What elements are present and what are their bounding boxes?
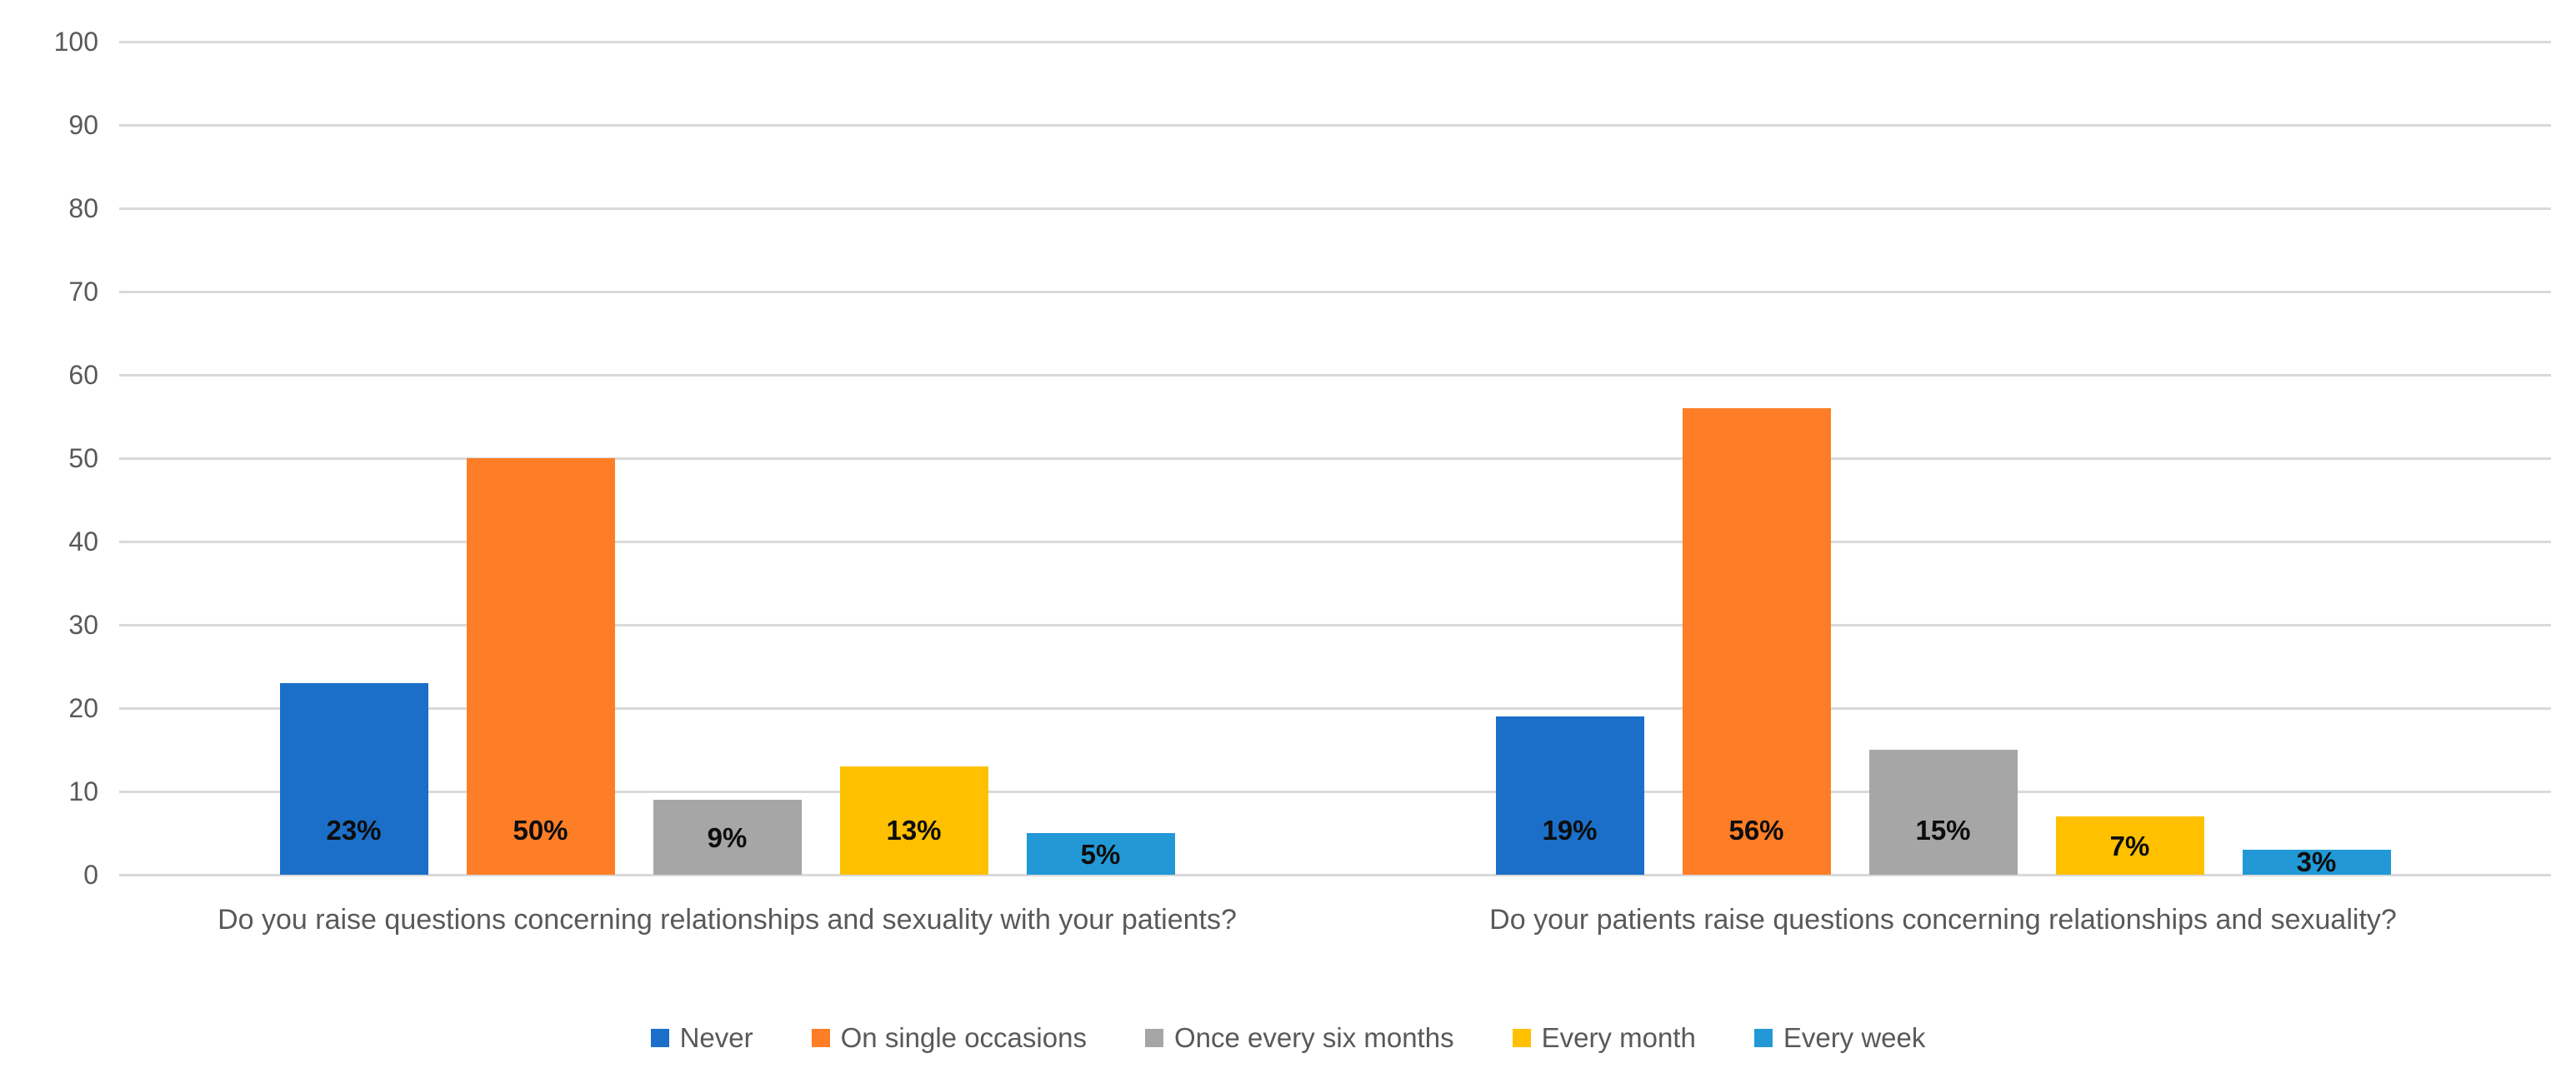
bar: 13%	[839, 766, 988, 875]
y-axis-tick-label: 90	[68, 110, 98, 140]
legend-item: Every month	[1512, 1022, 1696, 1053]
gridline	[119, 623, 2551, 626]
bar-value-label: 9%	[707, 822, 748, 853]
bar-group: 23% 50% 9% 13% 5%	[279, 42, 1175, 875]
bar-value-label: 13%	[886, 815, 942, 846]
legend-label: On single occasions	[840, 1022, 1087, 1053]
bar-value-label: 15%	[1915, 815, 1971, 846]
gridline	[119, 40, 2551, 43]
bar-value-label: 5%	[1080, 839, 1121, 870]
bar: 56%	[1682, 408, 1831, 875]
bar-value-label: 23%	[326, 815, 382, 846]
y-axis-tick-label: 40	[68, 527, 98, 556]
bar-value-label: 56%	[1728, 815, 1784, 846]
legend-label: Once every six months	[1173, 1022, 1454, 1053]
legend-item: Once every six months	[1144, 1022, 1454, 1053]
legend-item: Never	[650, 1022, 753, 1053]
bar-value-label: 19%	[1542, 815, 1598, 846]
legend-label: Every month	[1541, 1022, 1696, 1053]
gridline	[119, 290, 2551, 293]
y-axis-tick-label: 80	[68, 193, 98, 223]
bar-value-label: 7%	[2109, 831, 2150, 861]
gridline	[119, 123, 2551, 127]
gridline	[119, 706, 2551, 710]
y-axis: 0 10 20 30 40 50 60 70 80 90 100	[0, 28, 98, 888]
legend-label: Every week	[1783, 1022, 1926, 1053]
gridline	[119, 790, 2551, 793]
bar: 7%	[2055, 816, 2204, 875]
bar-group: 19% 56% 15% 7% 3%	[1495, 42, 2391, 876]
gridline	[119, 207, 2551, 210]
bar: 23%	[279, 683, 428, 875]
gridline	[119, 373, 2551, 377]
y-axis-tick-label: 10	[68, 776, 98, 806]
bar: 3%	[2242, 848, 2391, 876]
legend-swatch	[650, 1029, 669, 1047]
legend-swatch	[1144, 1029, 1163, 1047]
category-axis-label: Do your patients raise questions concern…	[1335, 901, 2551, 939]
bar-value-label: 3%	[2296, 846, 2337, 877]
category-axis-label-text: Do your patients raise questions concern…	[1489, 904, 2397, 936]
bar: 15%	[1868, 750, 2018, 875]
plot-area: 23% 50% 9% 13% 5% 19% 56% 15% 7% 3%	[119, 40, 2551, 876]
y-axis-tick-label: 50	[68, 443, 98, 473]
category-axis-label: Do you raise questions concerning relati…	[119, 901, 1335, 939]
y-axis-tick-label: 70	[68, 277, 98, 307]
y-axis-tick-label: 100	[53, 27, 98, 57]
legend-swatch	[811, 1029, 830, 1047]
legend-label: Never	[679, 1022, 753, 1053]
y-axis-tick-label: 20	[68, 693, 98, 723]
bar: 5%	[1026, 833, 1175, 875]
legend-swatch	[1512, 1029, 1531, 1047]
bar-value-label: 50%	[513, 815, 568, 846]
y-axis-tick-label: 60	[68, 360, 98, 390]
category-axis: Do you raise questions concerning relati…	[119, 901, 2551, 939]
bar: 19%	[1495, 716, 1644, 875]
gridline	[119, 540, 2551, 543]
legend-swatch	[1753, 1029, 1773, 1047]
y-axis-tick-label: 30	[68, 610, 98, 640]
bar: 9%	[653, 800, 802, 875]
gridline	[119, 457, 2551, 460]
gridline	[119, 873, 2551, 876]
bar: 50%	[466, 458, 615, 875]
legend: Never On single occasions Once every six m…	[0, 1023, 2576, 1053]
legend-item: On single occasions	[811, 1022, 1087, 1053]
category-axis-label-text: Do you raise questions concerning relati…	[218, 904, 1237, 936]
legend-item: Every week	[1753, 1022, 1926, 1053]
y-axis-tick-label: 0	[83, 860, 98, 890]
